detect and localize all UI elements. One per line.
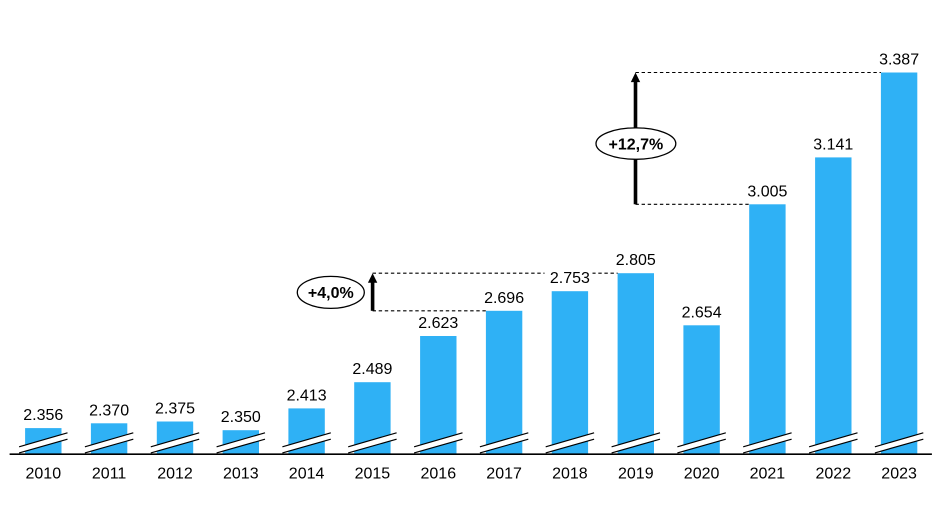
svg-text:2.356: 2.356 — [23, 407, 63, 424]
svg-text:2019: 2019 — [618, 465, 654, 482]
svg-text:2.375: 2.375 — [155, 401, 195, 418]
svg-text:2012: 2012 — [157, 465, 193, 482]
svg-text:2017: 2017 — [486, 465, 522, 482]
svg-text:2014: 2014 — [289, 465, 325, 482]
svg-text:2013: 2013 — [223, 465, 259, 482]
svg-text:2020: 2020 — [684, 465, 720, 482]
svg-text:2.489: 2.489 — [352, 361, 392, 378]
svg-text:2.413: 2.413 — [287, 387, 327, 404]
svg-text:2.623: 2.623 — [418, 315, 458, 332]
svg-text:2.805: 2.805 — [616, 252, 656, 269]
svg-text:2023: 2023 — [881, 465, 917, 482]
svg-text:+12,7%: +12,7% — [609, 136, 664, 153]
svg-text:3.005: 3.005 — [747, 183, 787, 200]
svg-text:2022: 2022 — [816, 465, 852, 482]
svg-text:3.141: 3.141 — [813, 136, 853, 153]
svg-text:2.753: 2.753 — [550, 270, 590, 287]
svg-text:2.350: 2.350 — [221, 409, 261, 426]
svg-text:2010: 2010 — [26, 465, 62, 482]
svg-text:2021: 2021 — [750, 465, 786, 482]
svg-text:2011: 2011 — [92, 465, 127, 482]
svg-text:2.696: 2.696 — [484, 290, 524, 307]
svg-text:+4,0%: +4,0% — [308, 285, 354, 302]
svg-text:2016: 2016 — [421, 465, 457, 482]
svg-text:2018: 2018 — [552, 465, 588, 482]
svg-text:2.654: 2.654 — [682, 304, 722, 321]
svg-text:2.370: 2.370 — [89, 402, 129, 419]
svg-text:2015: 2015 — [355, 465, 391, 482]
svg-text:3.387: 3.387 — [879, 52, 919, 69]
